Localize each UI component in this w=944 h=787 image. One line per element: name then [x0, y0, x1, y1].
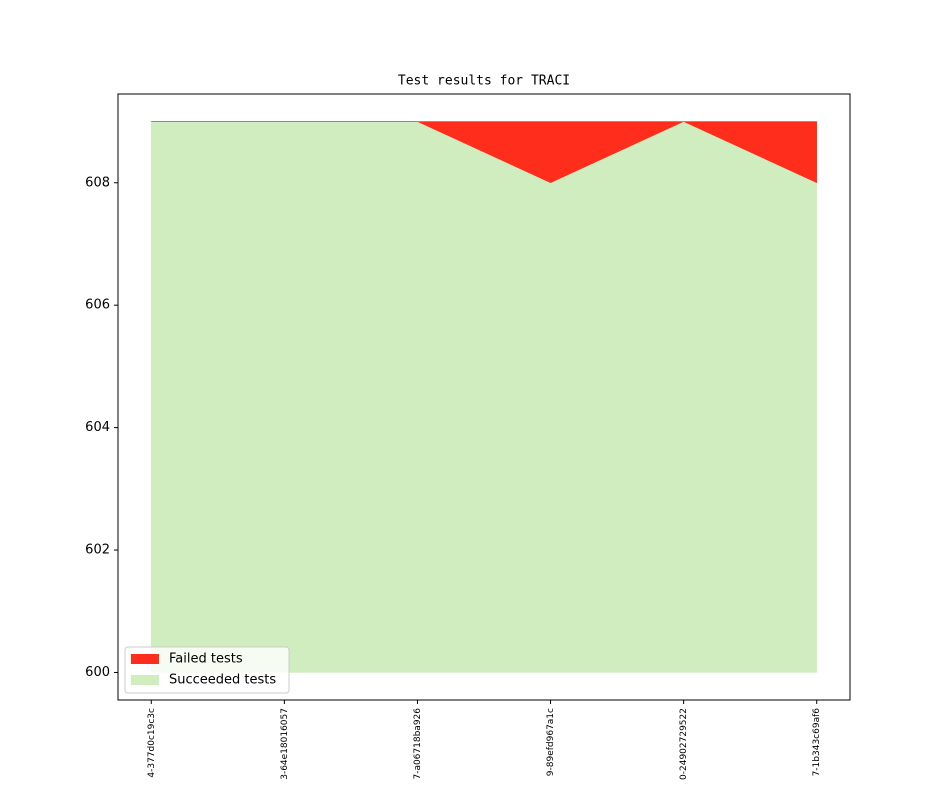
legend: Failed tests Succeeded tests: [124, 646, 290, 694]
x-tick-label: 9-89efd967a1c: [546, 708, 556, 776]
y-tick-label: 606: [85, 298, 110, 313]
x-tick-label: 0-24902729522: [679, 708, 689, 780]
x-tick-label: 7-a06718ba926: [413, 708, 423, 780]
x-tick-label: 7-1b343c69af6: [812, 708, 822, 777]
y-tick-label: 602: [85, 543, 110, 558]
plot-frame: [117, 93, 851, 701]
legend-label: Failed tests: [169, 652, 243, 667]
area: [151, 121, 817, 673]
legend-swatch: [131, 675, 159, 685]
legend-swatch: [131, 654, 159, 664]
legend-frame: [124, 646, 290, 694]
area: [151, 121, 817, 184]
y-tick-label: 604: [85, 420, 110, 435]
x-tick-label: 4-377d0c19c3c: [147, 708, 157, 778]
chart-title: Test results for TRACI: [398, 74, 570, 89]
y-tick-label: 608: [85, 175, 110, 190]
y-tick-label: 600: [85, 665, 110, 680]
legend-label: Succeeded tests: [169, 673, 276, 688]
x-tick-label: 3-64e18016057: [280, 708, 290, 780]
